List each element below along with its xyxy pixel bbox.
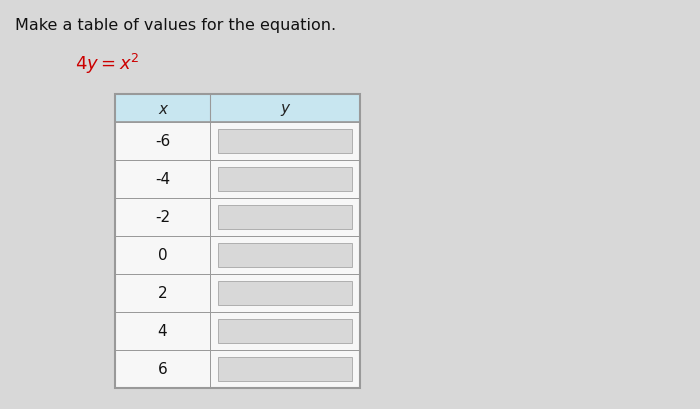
- Text: x: x: [158, 101, 167, 116]
- FancyBboxPatch shape: [218, 130, 352, 154]
- FancyBboxPatch shape: [115, 123, 210, 161]
- FancyBboxPatch shape: [210, 312, 360, 350]
- FancyBboxPatch shape: [115, 198, 210, 236]
- Text: y: y: [281, 101, 290, 116]
- FancyBboxPatch shape: [115, 350, 210, 388]
- Text: 2: 2: [158, 286, 167, 301]
- FancyBboxPatch shape: [218, 281, 352, 305]
- FancyBboxPatch shape: [218, 205, 352, 229]
- FancyBboxPatch shape: [210, 274, 360, 312]
- Text: 0: 0: [158, 248, 167, 263]
- FancyBboxPatch shape: [210, 198, 360, 236]
- FancyBboxPatch shape: [218, 357, 352, 381]
- Text: -4: -4: [155, 172, 170, 187]
- Text: Make a table of values for the equation.: Make a table of values for the equation.: [15, 18, 336, 33]
- Text: -6: -6: [155, 134, 170, 149]
- FancyBboxPatch shape: [210, 123, 360, 161]
- FancyBboxPatch shape: [218, 319, 352, 343]
- Text: -2: -2: [155, 210, 170, 225]
- FancyBboxPatch shape: [115, 161, 210, 198]
- FancyBboxPatch shape: [115, 274, 210, 312]
- FancyBboxPatch shape: [218, 243, 352, 267]
- FancyBboxPatch shape: [115, 312, 210, 350]
- Text: 6: 6: [158, 362, 167, 377]
- FancyBboxPatch shape: [115, 236, 210, 274]
- Text: 4: 4: [158, 324, 167, 339]
- FancyBboxPatch shape: [210, 350, 360, 388]
- FancyBboxPatch shape: [210, 236, 360, 274]
- Text: $4y = x^2$: $4y = x^2$: [75, 52, 139, 76]
- FancyBboxPatch shape: [115, 95, 360, 123]
- FancyBboxPatch shape: [210, 161, 360, 198]
- FancyBboxPatch shape: [218, 168, 352, 191]
